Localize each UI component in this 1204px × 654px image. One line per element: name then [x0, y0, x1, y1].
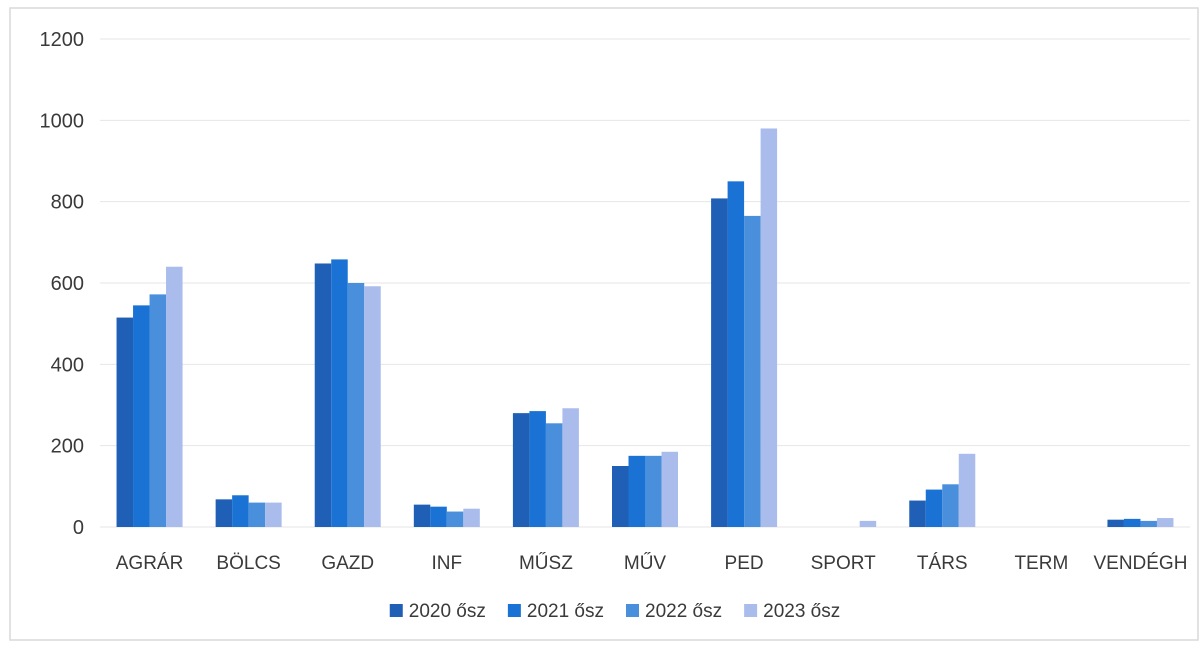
x-tick-label: SPORT: [811, 553, 877, 574]
x-tick-label: MŰV: [624, 552, 667, 574]
bar-inf-2022-osz: [446, 511, 464, 527]
chart-frame: [9, 7, 1199, 641]
bar-musz-2022-osz: [545, 423, 563, 527]
bar-inf-2023-osz: [463, 508, 480, 527]
y-tick-label: 800: [51, 192, 84, 214]
x-tick-label: VENDÉGH: [1093, 553, 1187, 574]
bar-muv-2022-osz: [645, 455, 662, 527]
bar-muv-2020-osz: [612, 466, 629, 527]
x-tick-label: MŰSZ: [519, 552, 573, 574]
x-tick-label: TERM: [1014, 553, 1068, 574]
bar-inf-2021-osz: [430, 506, 447, 527]
bar-sport-2023-osz: [859, 520, 877, 527]
bar-gazd-2020-osz: [314, 263, 332, 527]
y-tick-label: 200: [51, 436, 84, 458]
bar-tars-2023-osz: [958, 453, 976, 527]
bar-ped-2021-osz: [727, 181, 745, 528]
bar-ped-2020-osz: [711, 198, 728, 527]
bar-agrar-2022-osz: [149, 294, 167, 527]
x-tick-label: PED: [725, 553, 764, 574]
x-tick-label: TÁRS: [917, 553, 968, 574]
bar-vendegh-2020-osz: [1107, 519, 1124, 527]
legend-swatch-2021-osz: [507, 604, 521, 617]
bar-inf-2020-osz: [413, 504, 431, 527]
y-tick-label: 1200: [40, 29, 85, 51]
bar-muv-2023-osz: [661, 451, 678, 527]
y-tick-label: 400: [51, 354, 84, 376]
legend-label: 2023 ősz: [763, 601, 840, 622]
bar-tars-2021-osz: [925, 489, 943, 527]
gridlines: [100, 38, 1190, 528]
bar-musz-2023-osz: [562, 408, 579, 527]
bar-musz-2020-osz: [512, 413, 530, 527]
legend-label: 2022 ősz: [645, 601, 722, 622]
bar-tars-2020-osz: [909, 500, 926, 527]
bar-tars-2022-osz: [942, 484, 959, 527]
legend-swatch-2022-osz: [626, 604, 639, 617]
bar-vendegh-2023-osz: [1156, 518, 1174, 527]
bar-bolcs-2020-osz: [215, 499, 233, 527]
y-axis: 0 200 400 600 800 1000 1200: [40, 29, 85, 539]
legend-swatch-2020-osz: [389, 604, 403, 617]
bars: [116, 128, 1174, 528]
bar-vendegh-2022-osz: [1140, 520, 1157, 527]
legend-swatch-2023-osz: [744, 604, 758, 617]
bar-bolcs-2023-osz: [265, 502, 282, 527]
bar-ped-2023-osz: [760, 128, 778, 527]
bar-ped-2022-osz: [744, 215, 761, 527]
bar-musz-2021-osz: [529, 411, 546, 527]
x-axis: AGRÁR BÖLCS GAZD INF MŰSZ MŰV PED SPORT TÁRS TERM…: [116, 552, 1188, 574]
bar-agrar-2020-osz: [116, 317, 134, 527]
y-tick-label: 600: [51, 273, 84, 295]
bar-gazd-2022-osz: [347, 283, 365, 527]
bar-vendegh-2021-osz: [1123, 518, 1141, 527]
legend-label: 2020 ősz: [409, 601, 486, 622]
x-tick-label: INF: [432, 553, 463, 574]
legend: 2020 ősz 2021 ősz 2022 ősz 2023 ősz: [389, 601, 840, 622]
y-tick-label: 1000: [40, 110, 85, 132]
legend-label: 2021 ősz: [527, 601, 604, 622]
bar-bolcs-2021-osz: [232, 495, 249, 527]
bar-bolcs-2022-osz: [248, 502, 266, 527]
bar-agrar-2023-osz: [166, 266, 183, 527]
bar-agrar-2021-osz: [133, 305, 150, 527]
bar-gazd-2021-osz: [331, 259, 348, 527]
bar-gazd-2023-osz: [364, 286, 381, 527]
x-tick-label: GAZD: [321, 553, 374, 574]
bar-muv-2021-osz: [628, 455, 645, 527]
x-tick-label: BÖLCS: [216, 553, 280, 574]
y-tick-label: 0: [73, 517, 84, 539]
x-tick-label: AGRÁR: [116, 553, 184, 574]
